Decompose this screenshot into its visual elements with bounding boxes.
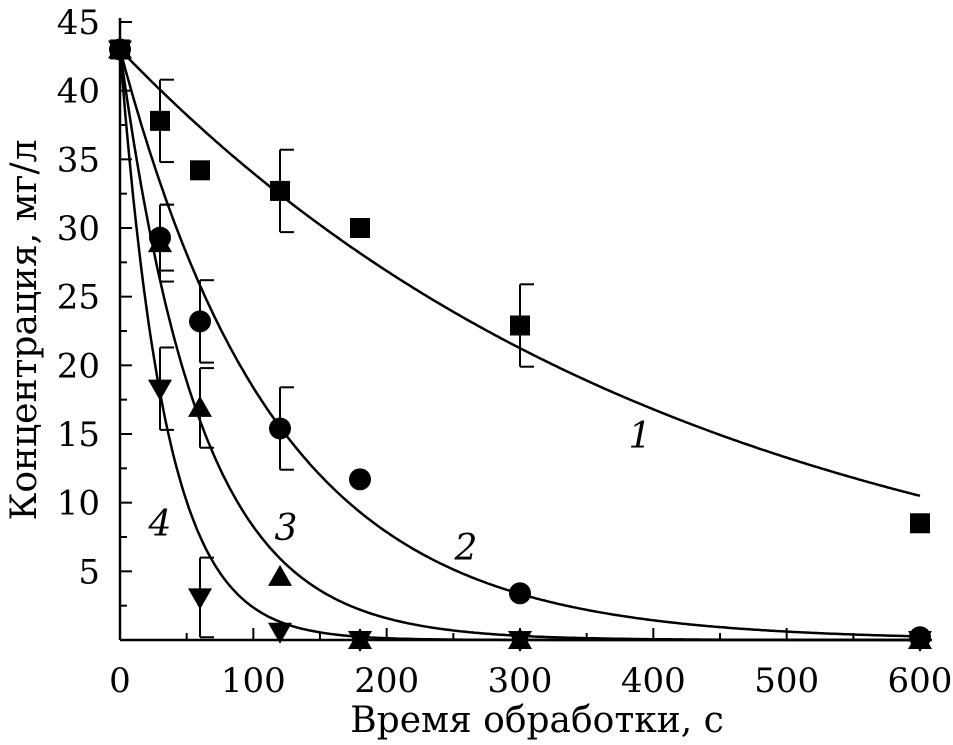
y-tick-label: 30 [57, 209, 100, 249]
data-markers [108, 37, 932, 652]
data-point-triangle-down [508, 631, 532, 652]
y-tick-label: 15 [57, 415, 100, 455]
x-tick-label: 0 [109, 661, 131, 701]
tick-labels: 0 100 200 300 400 500 600 5 10 15 20 25 30 35 40 45 [57, 3, 953, 701]
data-point-square [190, 160, 210, 181]
data-point-circle [189, 310, 211, 333]
y-tick-label: 25 [57, 278, 100, 318]
y-tick-label: 35 [57, 140, 100, 180]
y-tick-label: 10 [57, 484, 100, 524]
y-tick-label: 45 [57, 3, 100, 43]
curve-label-2: 2 [454, 528, 478, 569]
data-point-triangle-down [188, 588, 212, 610]
curve-labels: 1 2 3 4 [148, 416, 652, 569]
data-point-square [910, 513, 930, 534]
data-point-triangle-down [348, 631, 372, 652]
data-point-square [350, 218, 370, 238]
data-point-triangle-down [108, 40, 132, 62]
data-point-circle [269, 417, 291, 440]
x-tick-label: 600 [888, 661, 953, 701]
x-axis-title: Время обработки, с [350, 700, 724, 741]
data-point-circle [349, 468, 371, 491]
error-bars [159, 78, 534, 639]
x-tick-label: 300 [488, 661, 553, 701]
data-point-square [510, 315, 530, 336]
x-tick-label: 500 [754, 661, 819, 701]
x-tick-label: 400 [621, 661, 686, 701]
data-point-square [270, 180, 290, 201]
y-tick-label: 40 [57, 72, 100, 112]
y-tick-label: 20 [57, 346, 100, 386]
x-tick-label: 200 [354, 661, 419, 701]
fit-curve-1 [119, 48, 921, 498]
data-point-circle [509, 582, 531, 605]
data-point-triangle-down [908, 631, 932, 652]
data-point-triangle-down [148, 379, 172, 401]
y-tick-label: 5 [78, 552, 100, 592]
x-tick-label: 100 [221, 661, 286, 701]
curve-label-3: 3 [275, 508, 298, 549]
data-point-triangle-down [268, 622, 292, 644]
data-point-triangle-up [188, 395, 212, 417]
data-point-triangle-up [268, 564, 292, 586]
y-axis-title: Концентрация, мг/л [4, 139, 45, 520]
curve-label-1: 1 [629, 416, 652, 457]
data-point-triangle-up [148, 231, 172, 253]
data-point-square [150, 110, 170, 131]
curve-label-4: 4 [148, 504, 172, 545]
